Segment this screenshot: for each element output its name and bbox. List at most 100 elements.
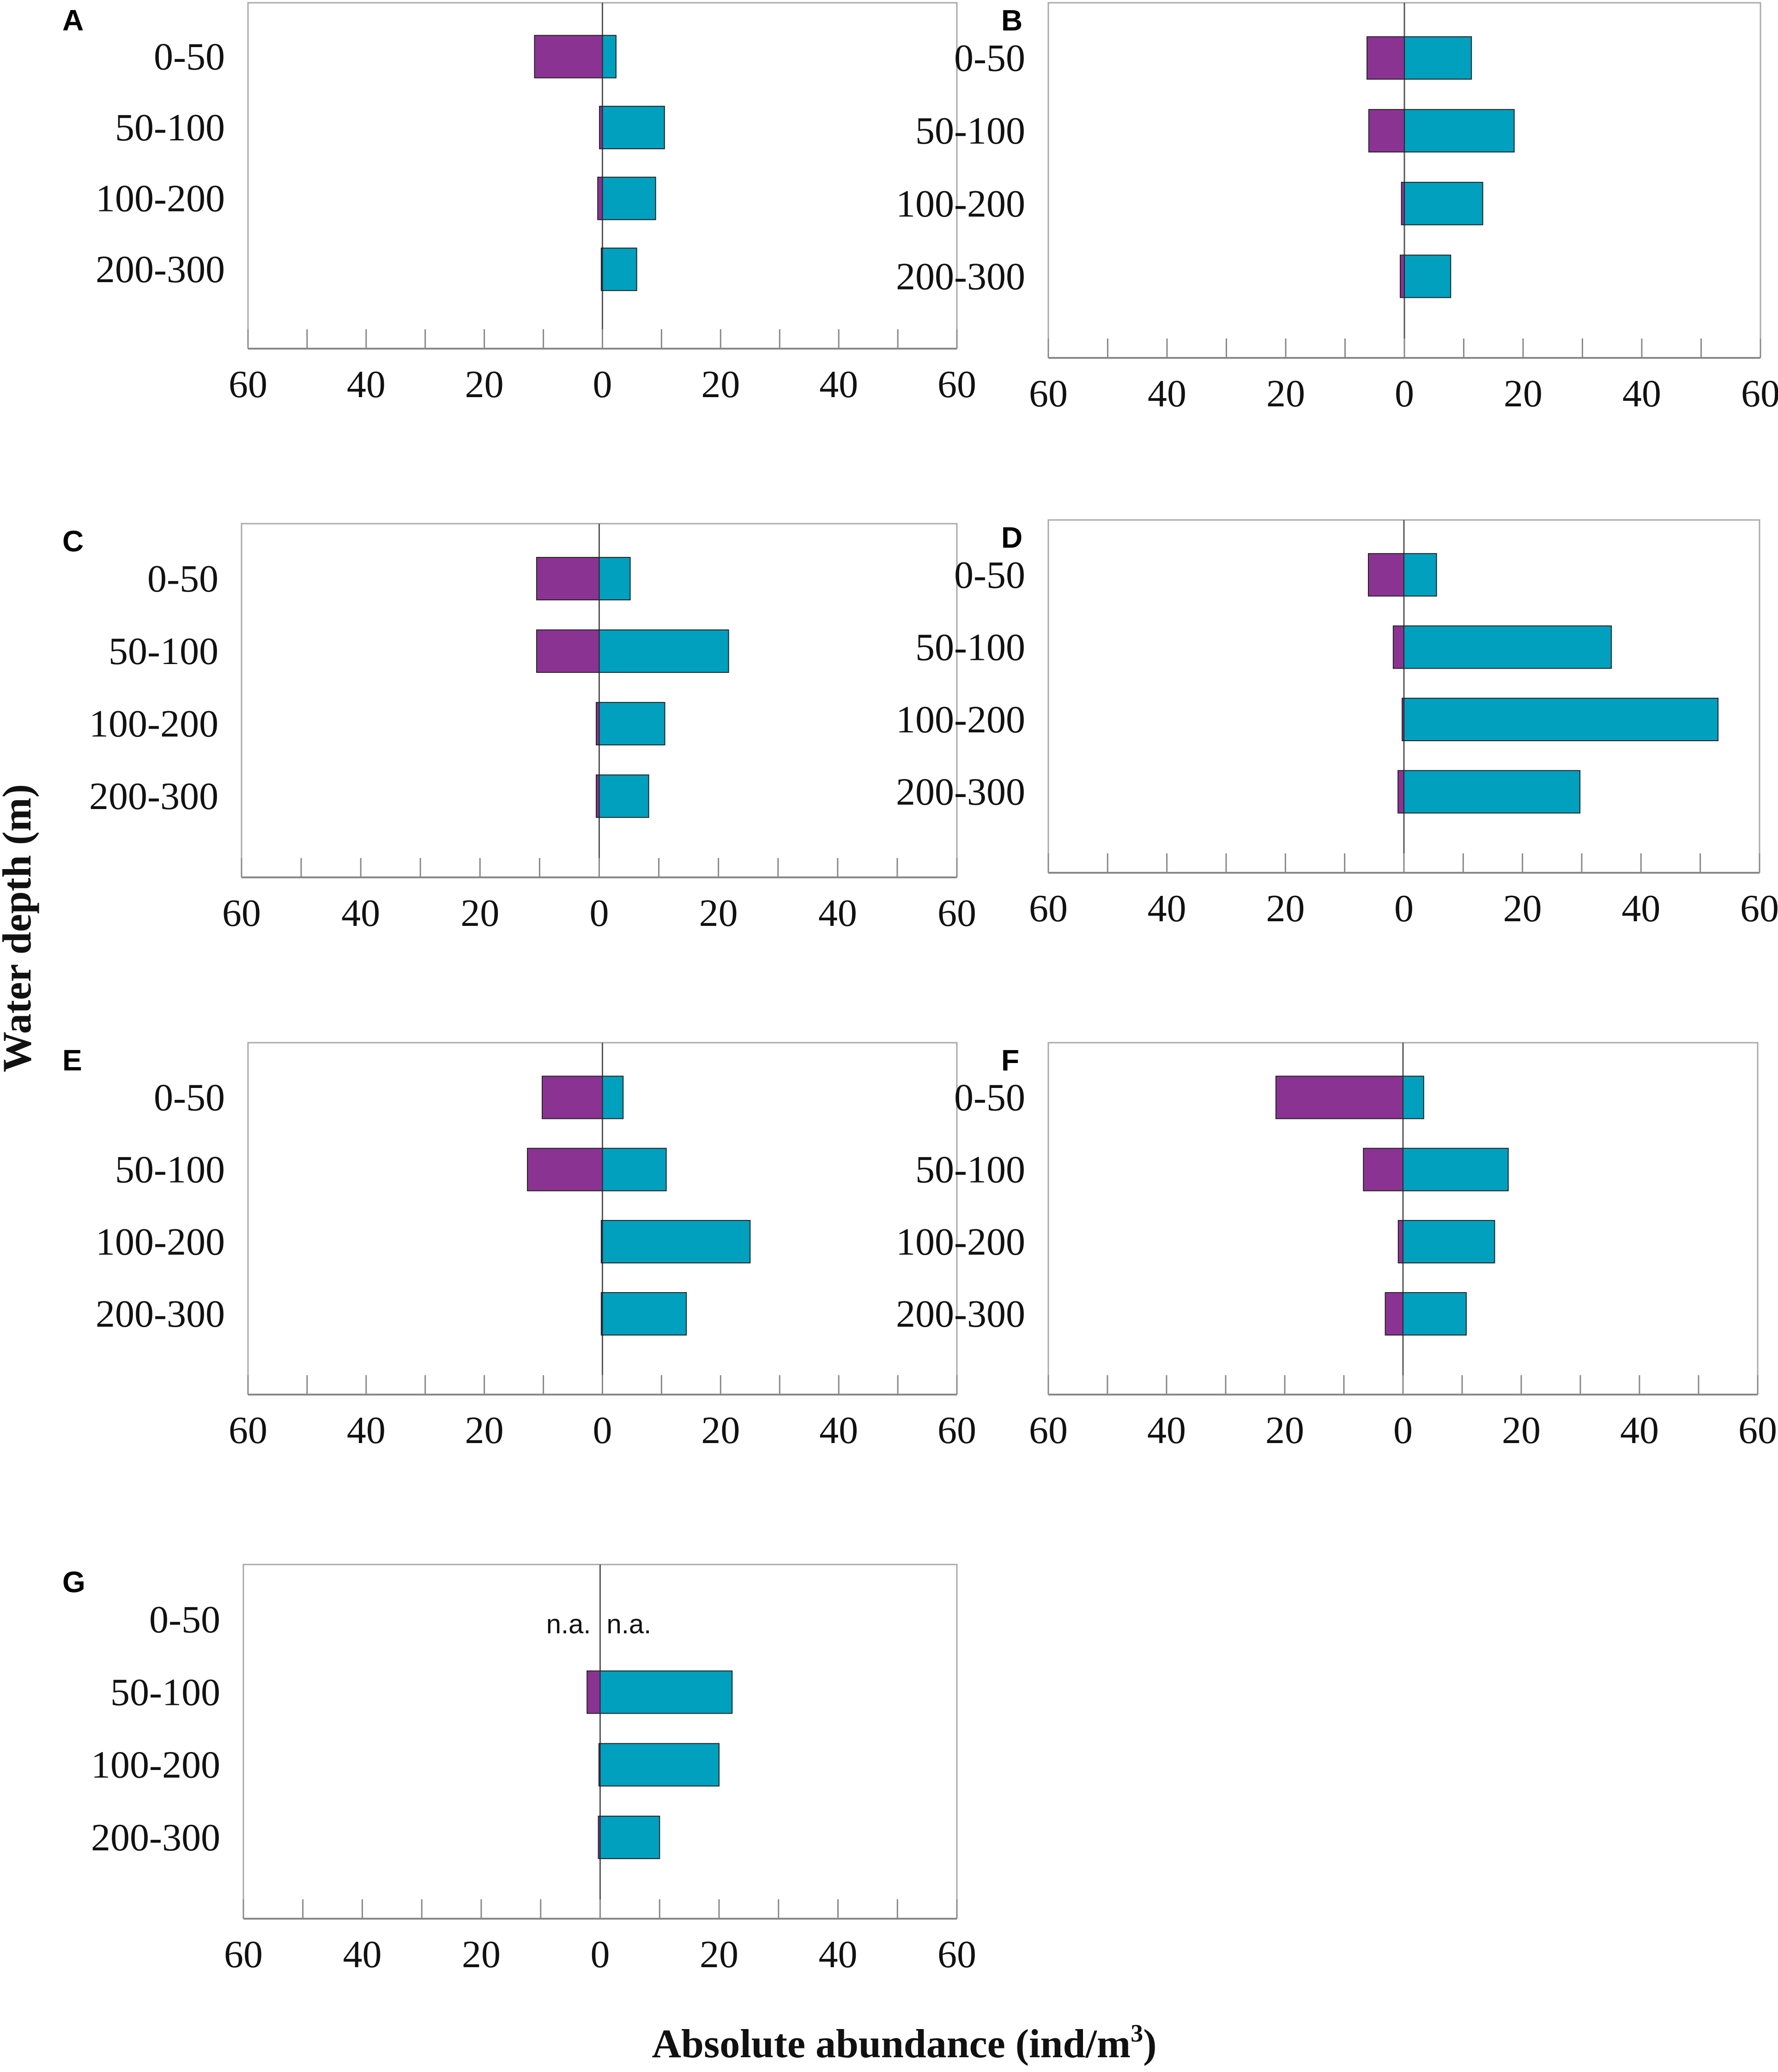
- category-label: 50-100: [115, 1148, 225, 1191]
- category-label: 100-200: [96, 1220, 225, 1263]
- bar-left-0-50: [1275, 1075, 1404, 1119]
- bar-right-200-300: [1404, 254, 1451, 298]
- category-label: 100-200: [89, 702, 218, 745]
- x-tick-label: 0: [1395, 372, 1414, 415]
- bar-left-0-50: [1368, 553, 1404, 597]
- bar-right-100-200: [599, 702, 665, 746]
- x-tick-label: 20: [1504, 372, 1542, 415]
- bar-right-200-300: [1403, 1292, 1467, 1336]
- bar-right-50-100: [1403, 625, 1612, 669]
- x-tick-label: 40: [341, 892, 380, 935]
- bar-right-0-50: [1404, 36, 1472, 80]
- x-tick-label: 20: [1265, 1409, 1304, 1452]
- bar-right-200-300: [1403, 770, 1581, 814]
- bar-left-50-100: [1368, 109, 1405, 153]
- bar-right-50-100: [1403, 1148, 1509, 1191]
- x-tick-label: 20: [1266, 372, 1305, 415]
- bar-left-50-100: [527, 1148, 603, 1191]
- x-tick-label: 40: [1148, 887, 1186, 930]
- category-label: 50-100: [915, 1148, 1025, 1191]
- category-label: 0-50: [154, 36, 225, 79]
- x-tick-label: 20: [700, 1933, 738, 1976]
- category-label: 50-100: [915, 626, 1025, 669]
- x-tick-label: 40: [347, 1409, 386, 1452]
- x-tick-label: 40: [819, 1409, 858, 1452]
- bar-left-100-200: [1397, 1220, 1404, 1263]
- x-tick-label: 60: [937, 892, 976, 935]
- x-tick-label: 40: [1622, 372, 1661, 415]
- bar-right-0-50: [602, 35, 617, 79]
- panel-letter: E: [62, 1044, 82, 1077]
- category-label: 50-100: [115, 106, 225, 149]
- category-label: 100-200: [96, 177, 225, 220]
- category-label: 50-100: [110, 1671, 220, 1714]
- y-axis-title: Water depth (m): [0, 784, 40, 1072]
- bar-left-0-50: [536, 557, 600, 601]
- panel-letter: C: [62, 525, 84, 558]
- x-tick-label: 60: [1029, 1409, 1068, 1452]
- x-tick-label: 40: [819, 1933, 858, 1976]
- bar-right-100-200: [1403, 1220, 1495, 1263]
- bar-right-100-200: [1403, 698, 1719, 742]
- category-label: 0-50: [149, 1598, 220, 1641]
- bar-left-0-50: [1367, 36, 1405, 80]
- bar-right-0-50: [602, 1075, 624, 1119]
- category-label: 200-300: [89, 775, 218, 818]
- x-tick-label: 0: [590, 892, 609, 935]
- category-label: 200-300: [896, 1293, 1025, 1335]
- x-tick-label: 40: [347, 363, 386, 406]
- bar-right-100-200: [1404, 181, 1483, 225]
- category-label: 200-300: [896, 255, 1025, 298]
- bar-left-50-100: [587, 1670, 601, 1714]
- x-tick-label: 20: [460, 892, 499, 935]
- category-label: 50-100: [915, 109, 1025, 152]
- bar-right-50-100: [599, 1670, 733, 1714]
- x-tick-label: 20: [701, 1409, 740, 1452]
- x-tick-label: 20: [462, 1933, 501, 1976]
- bar-right-0-50: [599, 557, 631, 601]
- bar-right-100-200: [599, 1743, 720, 1787]
- bar-right-0-50: [1403, 1075, 1424, 1119]
- x-tick-label: 40: [1147, 1409, 1186, 1452]
- x-tick-label: 0: [1394, 887, 1414, 930]
- x-tick-label: 20: [701, 363, 740, 406]
- bar-right-50-100: [1404, 109, 1515, 153]
- category-label: 100-200: [896, 698, 1025, 741]
- x-tick-label: 0: [593, 1409, 612, 1452]
- panel-c: 60 40 20 0 20 40 60 C 0-50 50-100 100-200 200-300: [62, 523, 976, 935]
- x-tick-label: 40: [343, 1933, 382, 1976]
- panel-g: 60 40 20 0 20 40 60 G 0-50 50-100 100-200 200-300 n.…: [62, 1564, 976, 1976]
- bar-left-200-300: [1400, 254, 1405, 298]
- panel-letter: F: [1001, 1044, 1019, 1077]
- x-axis-title: Absolute abundance (ind/m3): [652, 2019, 1156, 2066]
- x-tick-label: 60: [1029, 887, 1068, 930]
- panel-letter: D: [1001, 521, 1022, 554]
- bar-left-50-100: [1392, 625, 1404, 669]
- x-tick-label: 60: [1741, 372, 1778, 415]
- category-label: 0-50: [154, 1076, 225, 1119]
- category-label: 200-300: [96, 1293, 225, 1335]
- bar-right-0-50: [1403, 553, 1437, 597]
- bar-left-200-300: [1385, 1292, 1404, 1336]
- x-tick-label: 60: [937, 1409, 976, 1452]
- category-label: 200-300: [896, 771, 1025, 814]
- category-label: 0-50: [954, 554, 1025, 597]
- x-tick-label: 0: [1393, 1409, 1413, 1452]
- x-tick-label: 60: [229, 363, 267, 406]
- category-label: 200-300: [96, 248, 225, 291]
- bar-right-200-300: [599, 1815, 660, 1859]
- x-tick-label: 40: [818, 892, 857, 935]
- bar-left-50-100: [1363, 1148, 1403, 1191]
- x-tick-label: 60: [1738, 1409, 1777, 1452]
- x-tick-label: 40: [1621, 887, 1660, 930]
- x-tick-label: 20: [1266, 887, 1305, 930]
- bar-left-100-200: [597, 176, 603, 220]
- bar-left-200-300: [1397, 770, 1405, 814]
- x-tick-label: 60: [1029, 372, 1068, 415]
- x-tick-label: 60: [222, 892, 261, 935]
- x-tick-label: 0: [591, 1933, 610, 1976]
- panel-f: 60 40 20 0 20 40 60 F0-50 50-100 100-200 200-300: [896, 1042, 1777, 1452]
- x-tick-label: 40: [819, 363, 858, 406]
- x-tick-label: 20: [465, 1409, 504, 1452]
